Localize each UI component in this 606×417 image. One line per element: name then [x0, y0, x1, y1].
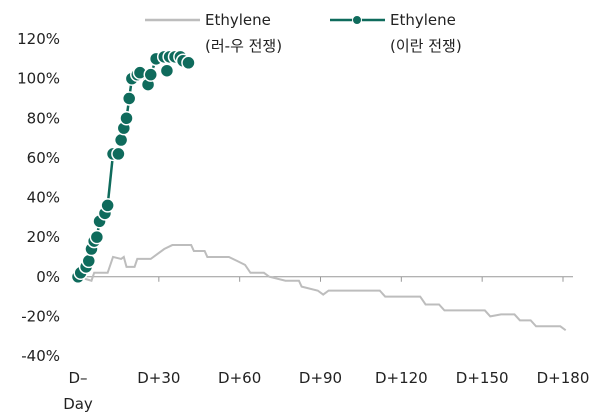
point — [121, 91, 137, 106]
point — [159, 63, 175, 78]
point — [100, 198, 115, 213]
point — [119, 111, 134, 126]
y-tick-label: -20% — [21, 307, 60, 325]
x-tick-label: D+120 — [375, 369, 428, 387]
y-tick-label: 20% — [27, 228, 60, 246]
point — [81, 253, 97, 269]
y-tick-label: 80% — [27, 109, 60, 127]
x-tick-label: D+30 — [137, 369, 180, 387]
point — [181, 55, 196, 71]
x-tick-label: D+60 — [218, 369, 261, 387]
y-tick-label: 100% — [17, 69, 60, 87]
y-tick-label: 120% — [17, 30, 60, 48]
y-tick-label: -40% — [21, 347, 60, 365]
legend-label: Ethylene (러-우 전쟁) — [205, 11, 282, 55]
x-tick-label: D– Day — [63, 369, 93, 413]
x-tick-label: D+90 — [299, 369, 342, 387]
y-tick-label: 60% — [27, 148, 60, 166]
point — [113, 132, 129, 148]
legend-marker — [352, 15, 362, 25]
legend-label: Ethylene (이란 전쟁) — [390, 11, 462, 55]
y-tick-label: 0% — [36, 267, 60, 285]
y-tick-label: 40% — [27, 188, 60, 206]
x-tick-label: D+180 — [537, 369, 590, 387]
point — [143, 67, 158, 82]
point — [89, 229, 105, 245]
point — [111, 146, 126, 162]
x-tick-label: D+150 — [456, 369, 509, 387]
series-line — [77, 244, 567, 332]
